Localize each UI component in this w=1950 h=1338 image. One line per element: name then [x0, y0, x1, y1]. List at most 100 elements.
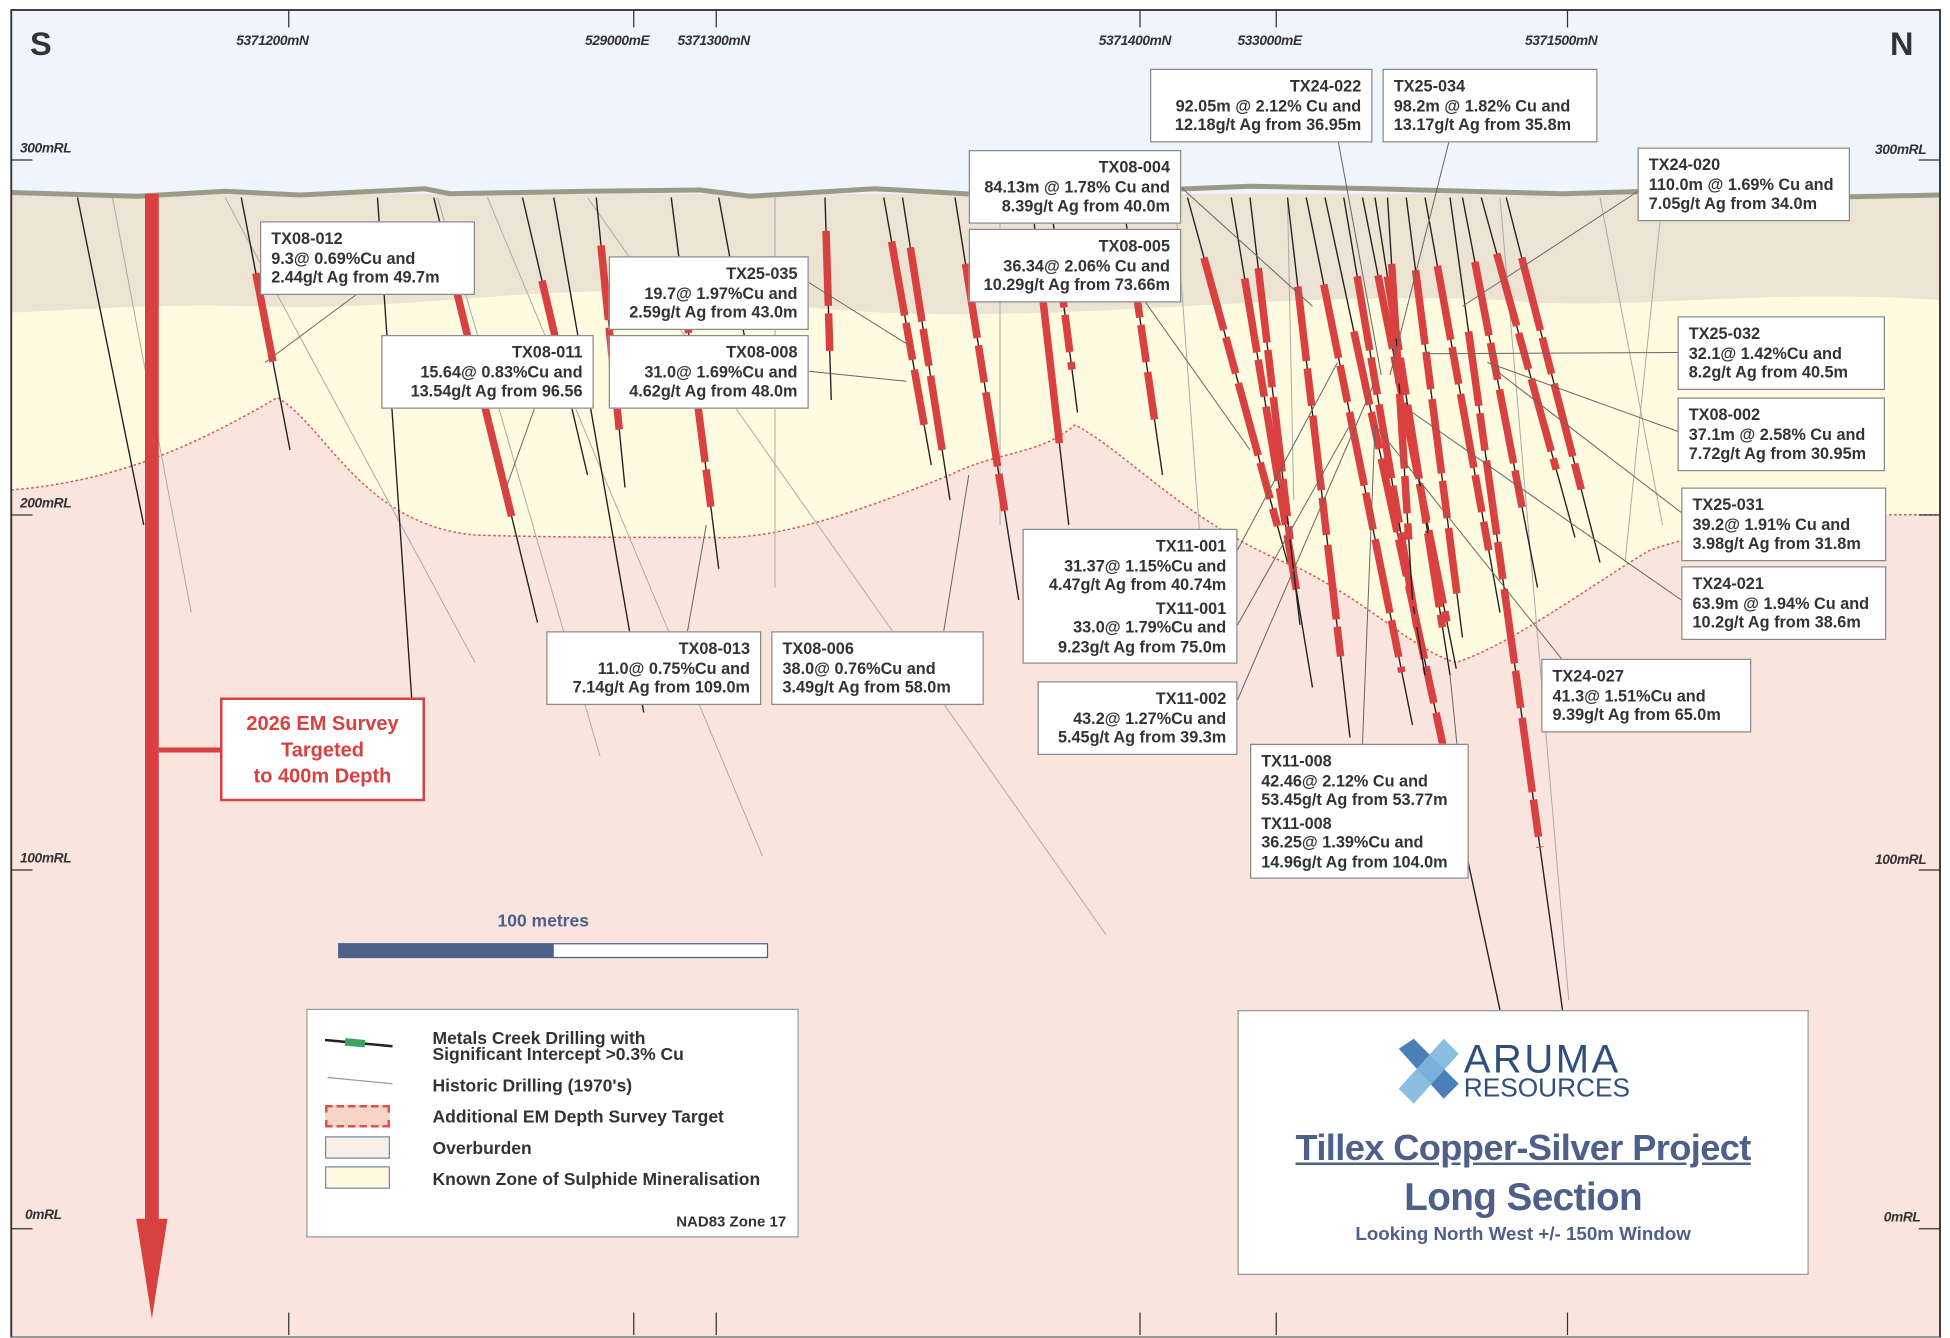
intercept-segment	[1518, 256, 1585, 491]
grid-label: 5371200mN	[236, 33, 309, 49]
intercept-callout: TX08-011 15.64@ 0.83%Cu and 13.54g/t Ag fr…	[381, 335, 594, 409]
hole-id: TX24-020	[1648, 155, 1721, 174]
callout-leader	[1362, 424, 1376, 744]
hole-id: TX24-021	[1692, 573, 1764, 593]
section-title: Long Section	[1404, 1175, 1643, 1219]
callout-leader	[1412, 412, 1682, 601]
intercept-segment	[822, 230, 834, 360]
intercept-text: 7.05g/t Ag from 34.0m	[1648, 193, 1818, 213]
intercept-callout: TX25-035 19.7@ 1.97%Cu and 2.59g/t Ag from…	[608, 256, 809, 330]
intercept-text: 8.2g/t Ag from 40.5m	[1688, 362, 1848, 382]
hole-id: TX11-008	[1261, 751, 1332, 770]
em-survey-line: Targeted	[280, 740, 364, 762]
intercept-text: 31.37@ 1.15%Cu and	[1064, 555, 1227, 575]
intercept-callout: TX11-008 42.46@ 2.12% Cu and 53.45g/t Ag f…	[1250, 743, 1469, 879]
intercept-text: 13.54g/t Ag from 96.56	[410, 381, 583, 400]
intercept-segment	[1320, 283, 1406, 673]
hole-id: TX08-005	[1098, 236, 1170, 255]
historic-drill-hole	[1499, 197, 1570, 1001]
historic-drill-hole	[487, 197, 763, 857]
intercept-segment	[1411, 269, 1461, 594]
historic-drill-hole	[1599, 197, 1663, 526]
em-survey-arrow-shaft	[145, 193, 159, 1269]
intercept-callout: TX08-004 84.13m @ 1.78% Cu and 8.39g/t Ag …	[968, 150, 1182, 224]
legend-label: Significant Intercept >0.3% Cu	[432, 1043, 684, 1064]
grid-label: 533000mE	[1237, 33, 1303, 49]
intercept-segment	[252, 272, 277, 363]
projection-label: NAD83 Zone 17	[676, 1212, 787, 1231]
rl-label-left: 300mRL	[20, 141, 72, 157]
intercept-text: 9.39g/t Ag from 65.0m	[1552, 705, 1721, 724]
callout-leader	[1389, 137, 1451, 376]
callout-leader	[1462, 187, 1645, 307]
map-frame	[10, 9, 1941, 1338]
intercept-text: 32.1@ 1.42%Cu and	[1688, 343, 1842, 362]
intercept-callout: TX08-002 37.1m @ 2.58% Cu and 7.72g/t Ag f…	[1677, 397, 1885, 471]
hole-id: TX08-011	[512, 342, 583, 362]
intercept-segment	[887, 240, 928, 426]
south-label: S	[30, 25, 52, 63]
legend-label: Known Zone of Sulphide Mineralisation	[432, 1168, 761, 1189]
callout-leader	[1487, 362, 1678, 432]
scale-bar-label: 100 metres	[497, 910, 589, 930]
callout-leader	[943, 474, 970, 632]
intercept-callout: TX08-008 31.0@ 1.69%Cu and 4.62g/t Ag from…	[608, 335, 809, 409]
grid-label: 5371300mN	[677, 33, 751, 49]
north-label: N	[1890, 25, 1914, 63]
intercept-segment	[1471, 261, 1527, 511]
hole-id: TX25-034	[1393, 76, 1466, 95]
intercept-callout: TX11-001 31.37@ 1.15%Cu and 4.47g/t Ag fro…	[1022, 528, 1238, 664]
intercept-text: 98.2m @ 1.82% Cu and	[1393, 95, 1571, 115]
project-title: Tillex Copper-Silver Project	[1295, 1128, 1751, 1169]
intercept-text: 10.29g/t Ag from 73.66m	[983, 275, 1170, 294]
intercept-text: 4.47g/t Ag from 40.74m	[1048, 575, 1227, 594]
callout-leader	[1424, 352, 1678, 355]
grid-label: 529000mE	[585, 33, 650, 49]
intercept-text: 3.98g/t Ag from 31.8m	[1692, 533, 1861, 553]
intercept-segment	[906, 246, 947, 456]
intercept-segment	[961, 263, 1010, 521]
drill-hole	[553, 197, 645, 713]
intercept-text: 15.64@ 0.83%Cu and	[420, 361, 583, 381]
intercept-callout: TX11-002 43.2@ 1.27%Cu and 5.45g/t Ag from…	[1037, 681, 1238, 755]
intercept-callout: TX24-027 41.3@ 1.51%Cu and 9.39g/t Ag from…	[1541, 658, 1752, 732]
rl-label-left: 100mRL	[20, 851, 72, 867]
intercept-callout: TX08-005 36.34@ 2.06% Cu and 10.29g/t Ag f…	[968, 228, 1182, 302]
hole-id: TX25-035	[726, 263, 798, 283]
intercept-text: 3.49g/t Ag from 58.0m	[782, 677, 951, 697]
hole-id: TX08-004	[1098, 157, 1170, 177]
em-survey-line: to 400m Depth	[253, 766, 392, 788]
legend: Metals Creek Drilling with Significant I…	[306, 1008, 799, 1238]
legend-em-target-swatch	[325, 1105, 390, 1128]
intercept-callout: TX25-034 98.2m @ 1.82% Cu and 13.17g/t Ag …	[1382, 68, 1598, 142]
callout-leader	[1237, 381, 1376, 701]
intercept-text: 8.39g/t Ag from 40.0m	[1001, 196, 1170, 215]
intercept-segment	[1200, 256, 1282, 527]
legend-label: Historic Drilling (1970's)	[432, 1075, 633, 1095]
callout-leader	[1337, 137, 1382, 376]
intercept-segment	[1294, 286, 1345, 657]
intercept-text: 11.0@ 0.75%Cu and	[597, 658, 750, 677]
intercept-callout: TX24-020 110.0m @ 1.69% Cu and 7.05g/t Ag …	[1637, 147, 1850, 221]
aruma-logo-icon	[1398, 1038, 1459, 1104]
callout-leader	[264, 289, 363, 363]
hole-id: TX25-031	[1692, 495, 1764, 514]
em-survey-callout: 2026 EM Survey Targeted to 400m Depth	[220, 697, 425, 802]
hole-id: TX11-001	[1155, 536, 1227, 555]
intercept-text: 4.62g/t Ag from 48.0m	[629, 381, 798, 400]
grid-label: 5371400mN	[1098, 33, 1172, 49]
intercept-callout: TX24-021 63.9m @ 1.94% Cu and 10.2g/t Ag f…	[1681, 566, 1887, 640]
callout-leader	[1140, 295, 1251, 451]
callout-leader	[808, 370, 907, 382]
em-survey-line: 2026 EM Survey	[246, 713, 399, 735]
callout-leader	[1237, 424, 1351, 626]
intercept-text: 63.9m @ 1.94% Cu and	[1692, 593, 1870, 612]
historic-drill-hole	[1287, 197, 1295, 501]
intercept-text: 5.45g/t Ag from 39.3m	[1057, 727, 1227, 747]
callout-leader	[1180, 187, 1313, 307]
hole-id: TX08-002	[1688, 405, 1761, 424]
intercept-callout: TX25-032 32.1@ 1.42%Cu and 8.2g/t Ag from …	[1677, 316, 1885, 390]
callout-leader	[808, 282, 913, 348]
intercept-segment	[1464, 331, 1544, 849]
intercept-text: 9.3@ 0.69%Cu and	[271, 248, 416, 267]
